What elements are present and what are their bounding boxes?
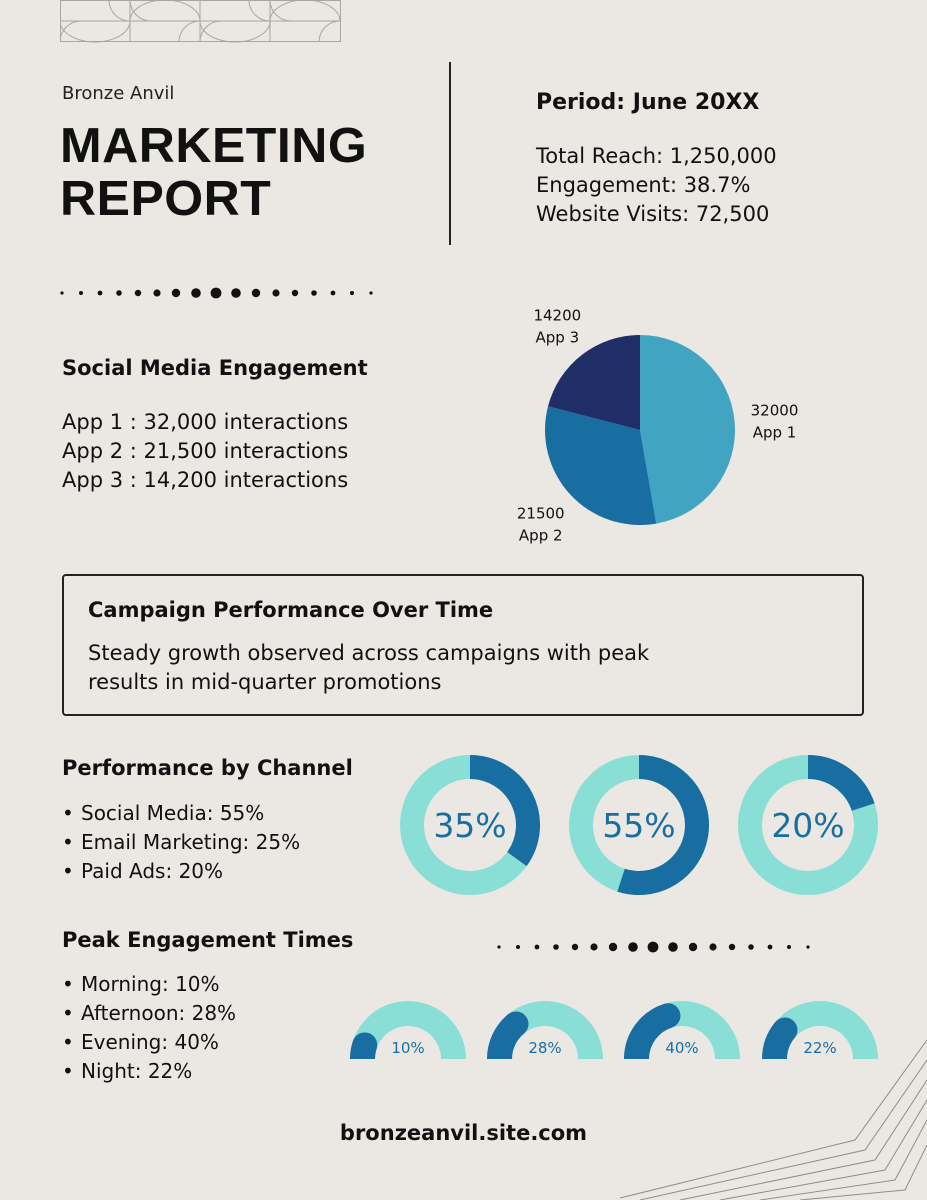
brand-name: Bronze Anvil [62, 83, 175, 104]
stat-total-reach: Total Reach: 1,250,000 [536, 144, 777, 168]
donut-percent-label: 20% [771, 806, 844, 845]
peak-item-night: Night: 22% [81, 1059, 193, 1083]
list-item: • Morning: 10% [62, 970, 236, 999]
gauge-percent-label: 10% [391, 1039, 424, 1057]
gauge-value-arc [762, 1017, 798, 1061]
channel-item-social: Social Media: 55% [81, 801, 265, 825]
donut-chart-3: 20% [738, 755, 878, 895]
gauge-value-arc [487, 1011, 529, 1061]
donut-value-arc [469, 755, 540, 867]
social-media-pie-chart: 32000 App 1 21500 App 2 14200 App 3 [517, 306, 799, 545]
campaign-box: Campaign Performance Over Time Steady gr… [62, 574, 864, 716]
app-2-line: App 2 : 21,500 interactions [62, 439, 349, 463]
app-3-line: App 3 : 14,200 interactions [62, 468, 349, 492]
donut-chart-1: 35% [400, 755, 540, 895]
stat-website-visits: Website Visits: 72,500 [536, 202, 770, 226]
decorative-arc-pattern [60, 0, 341, 43]
title-line-2: REPORT [60, 172, 272, 226]
report-title: MARKETING REPORT [60, 120, 367, 226]
list-item: • Night: 22% [62, 1057, 236, 1086]
pie-slice-3 [548, 335, 640, 430]
gauge-baseline-mask [622, 1059, 742, 1061]
dotted-divider-left [60, 287, 373, 299]
decorative-corner-lines [620, 1039, 927, 1200]
pie-value-label: 32000 [751, 401, 799, 419]
gauge-baseline-mask [485, 1059, 605, 1061]
gauge-percent-label: 22% [803, 1039, 836, 1057]
bullet: • [62, 1059, 74, 1083]
gauge-track [762, 1001, 878, 1059]
campaign-body: Steady growth observed across campaigns … [88, 641, 650, 694]
channel-list: • Social Media: 55% • Email Marketing: 25%… [62, 799, 300, 886]
peak-list: • Morning: 10% • Afternoon: 28% • Evening: … [62, 970, 236, 1086]
donut-value-arc [807, 755, 875, 812]
gauge-value-arc [624, 1003, 681, 1061]
app-1-line: App 1 : 32,000 interactions [62, 410, 349, 434]
gauge-percent-label: 28% [528, 1039, 561, 1057]
list-item: • Paid Ads: 20% [62, 857, 300, 886]
pie-slice-2 [545, 406, 657, 525]
channel-heading: Performance by Channel [62, 756, 353, 780]
period-label: Period: June 20XX [536, 90, 760, 115]
bullet: • [62, 972, 74, 996]
gauge-value-arc [350, 1032, 378, 1061]
list-item: • Afternoon: 28% [62, 999, 236, 1028]
bullet: • [62, 801, 74, 825]
gauge-track [350, 1001, 466, 1059]
stat-engagement: Engagement: 38.7% [536, 173, 751, 197]
pie-category-label: App 2 [519, 527, 563, 545]
list-item: • Evening: 40% [62, 1028, 236, 1057]
channel-item-email: Email Marketing: 25% [81, 830, 301, 854]
donut-percent-label: 55% [602, 806, 675, 845]
gauge-chart-2: 28% [485, 1001, 605, 1061]
list-item: • Email Marketing: 25% [62, 828, 300, 857]
donut-chart-2: 55% [569, 755, 709, 895]
summary-stats: Total Reach: 1,250,000 Engagement: 38.7%… [536, 142, 777, 229]
gauge-chart-3: 40% [622, 1001, 742, 1061]
peak-heading: Peak Engagement Times [62, 928, 354, 952]
pie-value-label: 21500 [517, 505, 565, 523]
channel-item-paid: Paid Ads: 20% [81, 859, 224, 883]
social-media-list: App 1 : 32,000 interactions App 2 : 21,5… [62, 408, 348, 495]
vertical-divider [449, 62, 451, 245]
pie-category-label: App 1 [753, 423, 797, 441]
gauge-baseline-mask [760, 1059, 880, 1061]
peak-item-afternoon: Afternoon: 28% [81, 1001, 237, 1025]
gauge-percent-label: 40% [665, 1039, 698, 1057]
campaign-heading: Campaign Performance Over Time [88, 598, 494, 622]
pie-category-label: App 3 [536, 328, 580, 346]
dotted-divider-right [497, 941, 810, 953]
website-url: bronzeanvil.site.com [339, 1121, 588, 1145]
social-media-heading: Social Media Engagement [62, 356, 368, 380]
peak-item-evening: Evening: 40% [81, 1030, 219, 1054]
donut-value-arc [617, 755, 709, 895]
list-item: • Social Media: 55% [62, 799, 300, 828]
gauge-chart-1: 10% [348, 1001, 468, 1061]
bullet: • [62, 1001, 74, 1025]
bullet: • [62, 1030, 74, 1054]
bullet: • [62, 859, 74, 883]
pie-value-label: 14200 [533, 306, 581, 324]
gauge-baseline-mask [348, 1059, 468, 1061]
gauge-chart-4: 22% [760, 1001, 880, 1061]
donut-percent-label: 35% [433, 806, 506, 845]
pie-slice-1 [640, 335, 736, 524]
bullet: • [62, 830, 74, 854]
title-line-1: MARKETING [60, 119, 368, 173]
peak-item-morning: Morning: 10% [81, 972, 220, 996]
